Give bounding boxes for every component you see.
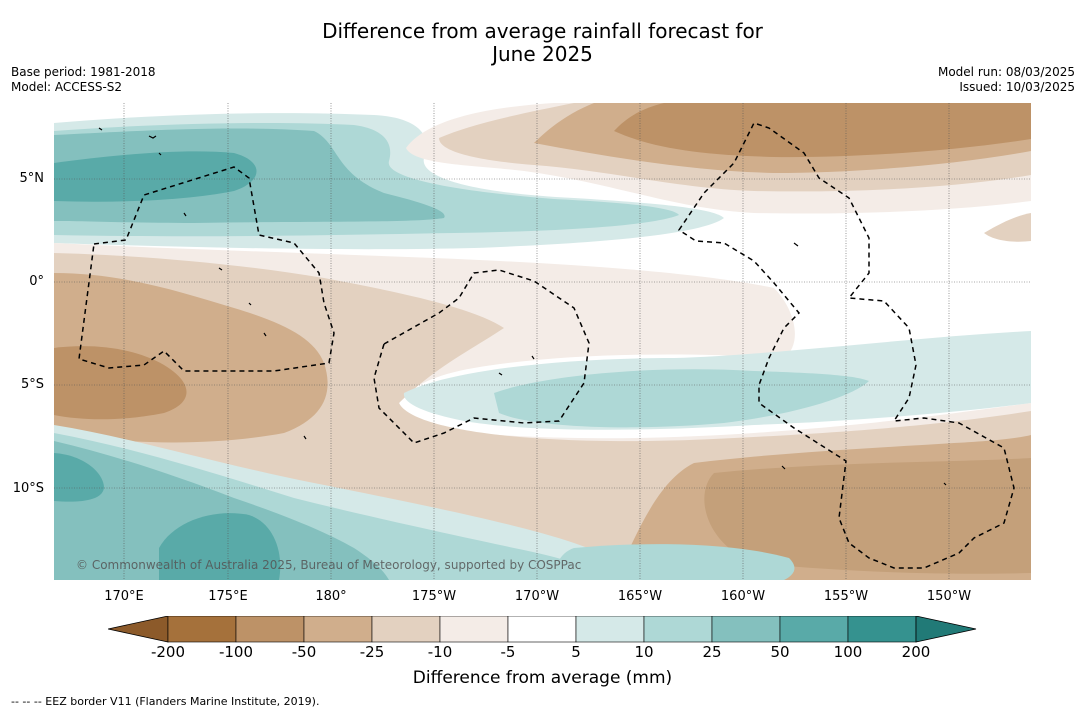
colorbar-tick-label: 100 [833, 643, 863, 661]
base-period: Base period: 1981-2018 [11, 65, 156, 79]
lat-label-5n: 5°N [19, 171, 45, 186]
copyright-notice: © Commonwealth of Australia 2025, Bureau… [76, 558, 582, 572]
lon-label-170e: 170°E [104, 589, 144, 604]
colorbar-tick-label: 25 [702, 643, 722, 661]
eez-borders [78, 122, 1015, 569]
lon-label-180: 180° [315, 589, 347, 604]
eez-footnote: -- -- -- EEZ border V11 (Flanders Marine… [11, 695, 320, 708]
lon-label-150w: 150°W [926, 589, 972, 604]
colorbar-tick-label: -50 [291, 643, 317, 661]
contour-wet-strong-sw [54, 441, 389, 580]
contour-dry-east-patch [984, 213, 1031, 242]
colorbar-label: Difference from average (mm) [412, 668, 673, 688]
colorbar-tick-label: -100 [218, 643, 254, 661]
colorbar-segment [371, 615, 441, 643]
colorbar-tick-label: 200 [901, 643, 931, 661]
islands [98, 127, 947, 486]
colorbar-segment [575, 615, 645, 643]
contour-wet-mid-south [494, 369, 869, 428]
colorbar-svg [107, 615, 977, 643]
lon-label-170w: 170°W [514, 589, 560, 604]
map-title: Difference from average rainfall forecas… [0, 20, 1085, 66]
colorbar-tick-label: 5 [571, 643, 581, 661]
contour-dry-mid-south [704, 458, 1031, 574]
colorbar-tick-label: -25 [359, 643, 385, 661]
colorbar-segments [167, 615, 917, 643]
colorbar-under-arrow [107, 615, 169, 643]
colorbar-segment [303, 615, 373, 643]
contour-wet-core-sw-1 [54, 453, 104, 502]
colorbar-segment [235, 615, 305, 643]
model-name: Model: ACCESS-S2 [11, 80, 123, 94]
lat-label-5s: 5°S [20, 377, 44, 392]
colorbar-tick-label: -10 [427, 643, 453, 661]
lat-label-10s: 10°S [12, 481, 44, 496]
title-line-2: June 2025 [492, 42, 593, 66]
colorbar-tick-label: -200 [150, 643, 186, 661]
lat-label-0: 0° [29, 274, 44, 289]
model-run-date: Model run: 08/03/2025 [937, 65, 1075, 79]
colorbar-tick-label: 10 [634, 643, 654, 661]
lon-label-155w: 155°W [823, 589, 869, 604]
model-info: Base period: 1981-2018 Model: ACCESS-S2 [11, 65, 156, 95]
colorbar-tick-label: 50 [770, 643, 790, 661]
rainfall-map [54, 103, 1031, 580]
map-svg [54, 103, 1031, 580]
lon-label-160w: 160°W [720, 589, 766, 604]
colorbar-over-arrow [915, 615, 977, 643]
gridlines [54, 103, 1031, 580]
colorbar-segment [507, 615, 577, 643]
run-info: Model run: 08/03/2025 Issued: 10/03/2025 [938, 65, 1075, 95]
colorbar [107, 615, 978, 648]
lon-label-175e: 175°E [208, 589, 248, 604]
colorbar-segment [711, 615, 781, 643]
contour-wet-core-north [54, 151, 257, 202]
colorbar-segment [643, 615, 713, 643]
contour-wet-mid-south-center [554, 544, 795, 580]
lon-label-175w: 175°W [411, 589, 457, 604]
issued-date: Issued: 10/03/2025 [959, 80, 1075, 94]
colorbar-segment [847, 615, 917, 643]
colorbar-segment [167, 615, 237, 643]
title-line-1: Difference from average rainfall forecas… [322, 19, 763, 43]
contour-dry-core-north [614, 103, 1031, 158]
colorbar-tick-label: -5 [500, 643, 516, 661]
colorbar-segment [779, 615, 849, 643]
lon-label-165w: 165°W [617, 589, 663, 604]
colorbar-segment [439, 615, 509, 643]
contour-wet-core-sw-2 [159, 513, 281, 580]
contour-dry-core-equator-w [54, 346, 187, 420]
